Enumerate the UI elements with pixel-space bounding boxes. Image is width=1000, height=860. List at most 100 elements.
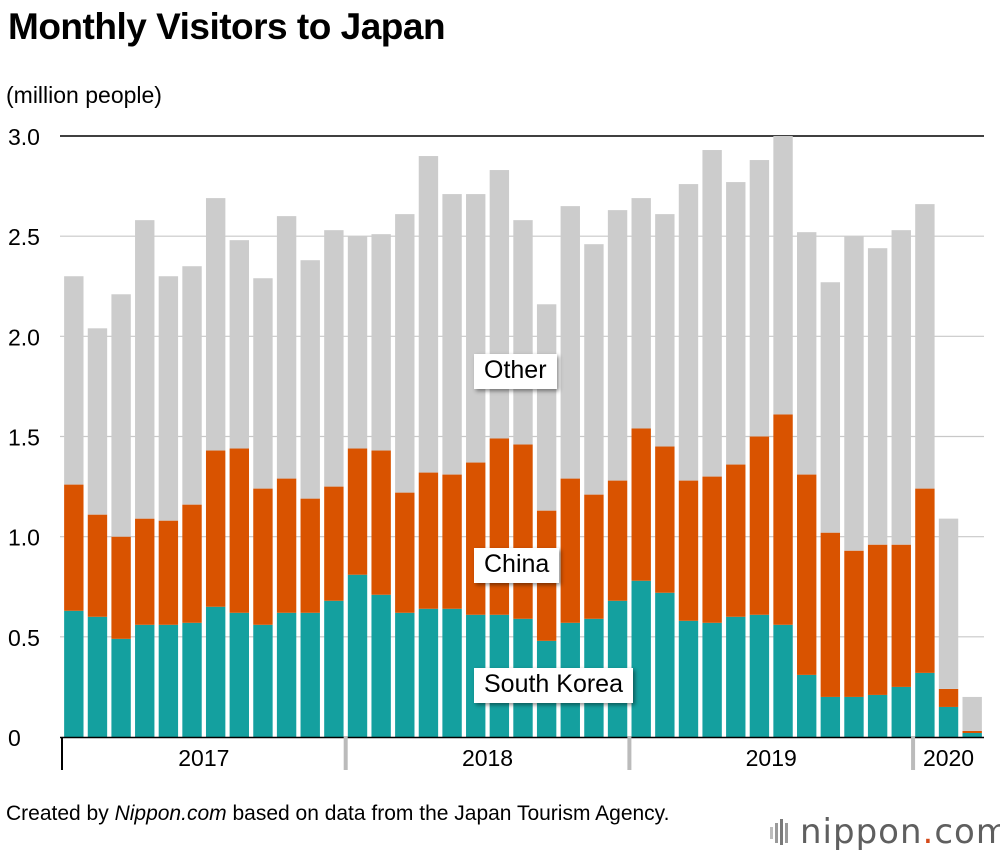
bar-other	[64, 276, 84, 485]
bar-other	[489, 170, 510, 439]
bar-china	[158, 520, 179, 625]
bar-other	[418, 156, 439, 473]
y-tick-label: 1.5	[8, 425, 40, 451]
bar-china	[300, 498, 320, 613]
bar-south-korea	[64, 610, 84, 737]
bar-other	[655, 214, 675, 447]
bar-china	[442, 474, 462, 609]
bar-china	[395, 492, 415, 613]
source-prefix: Created by	[6, 802, 115, 825]
bar-south-korea	[300, 612, 320, 737]
bar-south-korea	[418, 608, 439, 737]
bar-china	[466, 462, 486, 615]
bar-other	[702, 150, 722, 477]
bar-south-korea	[182, 622, 202, 737]
bar-other	[891, 230, 911, 545]
bar-other	[276, 216, 297, 479]
y-tick-label: 3.0	[8, 124, 40, 150]
bar-china	[584, 494, 604, 619]
bar-other	[300, 260, 320, 499]
bar-other	[584, 244, 604, 495]
bar-south-korea	[655, 592, 675, 737]
bar-china	[867, 544, 888, 695]
bar-south-korea	[820, 696, 841, 737]
bar-china	[655, 446, 675, 593]
bar-other	[371, 234, 391, 451]
bar-south-korea	[678, 620, 699, 737]
bar-china	[844, 550, 864, 697]
bar-china	[678, 480, 699, 621]
y-tick-label: 2.0	[8, 324, 40, 350]
y-tick-label: 1.0	[8, 525, 40, 551]
bar-china	[489, 438, 510, 615]
bar-south-korea	[347, 574, 368, 737]
bar-other	[135, 220, 155, 519]
bar-south-korea	[324, 600, 344, 737]
bar-south-korea	[276, 612, 297, 737]
bar-other	[796, 232, 817, 475]
x-year-label: 2020	[923, 745, 974, 771]
bar-other	[347, 236, 368, 449]
bar-south-korea	[938, 706, 959, 737]
logo-brand: nippon	[800, 812, 923, 852]
bar-other	[726, 182, 746, 465]
bar-other	[111, 294, 131, 537]
bar-south-korea	[796, 674, 817, 737]
bar-china	[938, 688, 959, 707]
nippon-logo: nippon.com	[770, 812, 1000, 852]
source-name: Nippon.com	[114, 802, 227, 825]
bar-china	[276, 478, 297, 613]
bar-china	[135, 518, 155, 625]
bar-china	[891, 544, 911, 687]
bar-other	[749, 160, 770, 437]
bar-other	[395, 214, 415, 493]
bar-china	[111, 536, 131, 639]
bar-china	[749, 436, 770, 615]
bar-south-korea	[962, 732, 982, 737]
bar-south-korea	[111, 638, 131, 737]
legend-label-china: China	[474, 548, 560, 583]
legend-label-other: Other	[474, 354, 557, 389]
bar-china	[418, 472, 439, 609]
bar-china	[607, 480, 628, 601]
bar-other	[844, 236, 864, 551]
bar-other	[938, 518, 959, 689]
bar-china	[347, 448, 368, 575]
bar-south-korea	[631, 580, 651, 737]
bar-other	[560, 206, 580, 479]
bar-other	[962, 696, 982, 731]
bar-china	[820, 532, 841, 697]
y-tick-label: 0	[8, 725, 21, 751]
y-axis-unit-label: (million people)	[6, 82, 162, 108]
bar-other	[324, 230, 344, 487]
bar-south-korea	[844, 696, 864, 737]
source-suffix: based on data from the Japan Tourism Age…	[226, 802, 670, 825]
bar-south-korea	[702, 622, 722, 737]
bar-south-korea	[867, 694, 888, 737]
bar-other	[678, 184, 699, 481]
bar-other	[820, 282, 841, 533]
bar-south-korea	[158, 624, 179, 737]
bar-other	[867, 248, 888, 545]
bar-china	[796, 474, 817, 675]
bar-south-korea	[395, 612, 415, 737]
y-tick-label: 0.5	[8, 625, 40, 651]
logo-domain: com	[934, 812, 1000, 852]
x-year-label: 2017	[178, 745, 229, 771]
bar-south-korea	[915, 672, 935, 737]
bar-china	[182, 504, 202, 623]
bar-south-korea	[726, 616, 746, 737]
bar-south-korea	[891, 686, 911, 737]
bar-other	[229, 240, 250, 449]
bar-china	[631, 428, 651, 581]
source-note: Created by Nippon.com based on data from…	[6, 800, 726, 828]
bar-china	[87, 514, 108, 617]
bar-china	[205, 450, 226, 607]
bar-china	[726, 464, 746, 617]
bar-south-korea	[135, 624, 155, 737]
bar-china	[915, 488, 935, 673]
logo-wordmark: nippon.com	[800, 812, 1000, 852]
bar-south-korea	[205, 606, 226, 737]
bar-china	[253, 488, 273, 625]
x-year-label: 2019	[746, 745, 797, 771]
